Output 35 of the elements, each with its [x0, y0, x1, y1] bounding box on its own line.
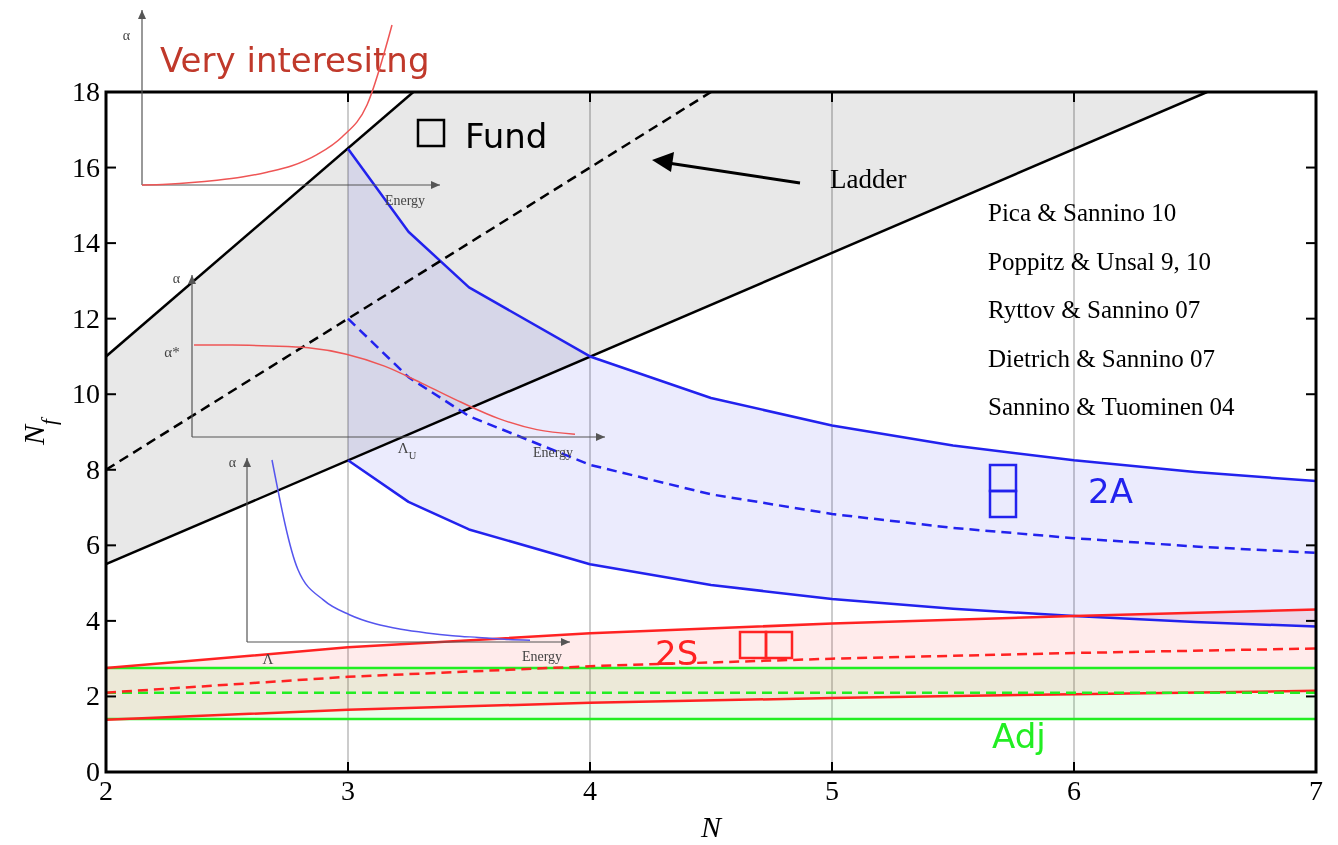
x-tick-label: 5	[825, 775, 839, 806]
x-axis-title: N	[699, 810, 723, 843]
y-tick-label: 6	[86, 529, 100, 561]
line-series	[106, 608, 1316, 670]
x-axis-title: Energy	[384, 193, 426, 208]
line-series	[346, 459, 1316, 628]
y-tick-label: 10	[72, 378, 100, 410]
y-tick-label: 0	[86, 756, 100, 787]
annotation: Λ$_{U}$	[397, 440, 417, 461]
y-axis-title: α	[122, 28, 131, 43]
annotation: Dietrich & Sannino 07	[988, 344, 1216, 372]
y-tick-label: 8	[86, 453, 100, 485]
y-tick-label: 18	[72, 76, 100, 107]
x-tick-label: 3	[341, 775, 355, 806]
legend-label: Fund	[465, 116, 548, 156]
annotation: Λ	[262, 651, 274, 667]
annotation: Poppitz & Unsal 9, 10	[988, 247, 1211, 275]
y-tick-label: 12	[72, 302, 100, 334]
series-label: Adj	[992, 716, 1046, 756]
y-tick-label: 4	[86, 604, 100, 636]
y-tick-label: 2	[86, 680, 100, 712]
x-axis-title: Energy	[521, 649, 563, 664]
y-axis-title: α	[228, 455, 237, 470]
x-tick-label: 6	[1067, 775, 1081, 806]
annotation: Sannino & Tuominen 04	[988, 393, 1236, 420]
x-tick-label: 4	[583, 775, 597, 806]
annotation: Ladder	[830, 164, 907, 194]
x-tick-label: 7	[1309, 775, 1323, 806]
annotation: α*	[164, 344, 180, 360]
annotation: Pica & Sannino 10	[988, 199, 1177, 226]
y-axis-title: α	[172, 271, 181, 286]
y-tick-label: 14	[72, 227, 100, 259]
y-tick-label: 16	[72, 151, 100, 183]
legend-label: 2A	[1088, 471, 1133, 511]
annotation: Ryttov & Sannino 07	[988, 296, 1201, 323]
